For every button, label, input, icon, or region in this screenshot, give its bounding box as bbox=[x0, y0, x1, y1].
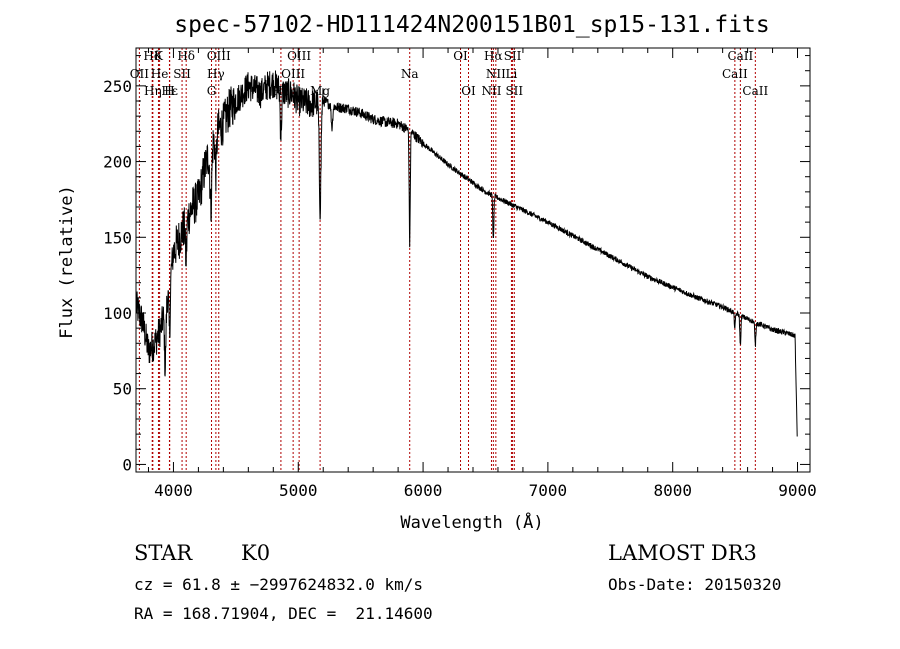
line-marker-label: Hα bbox=[484, 49, 503, 63]
line-marker-label: CaII bbox=[722, 67, 748, 81]
line-marker-label: H bbox=[164, 84, 174, 98]
x-tick-label: 6000 bbox=[404, 481, 443, 500]
spectrum-line bbox=[135, 70, 798, 437]
line-marker-label: CaII bbox=[742, 84, 768, 98]
y-axis-ticks: 0 50 100 150 200 250 bbox=[103, 55, 810, 474]
line-marker-label: OII bbox=[130, 67, 150, 81]
line-marker-label: Mg bbox=[310, 84, 330, 98]
line-marker-label: Hε bbox=[161, 84, 178, 98]
chart-title: spec-57102-HD111424N200151B01_sp15-131.f… bbox=[174, 12, 769, 38]
x-tick-label: 4000 bbox=[154, 481, 193, 500]
line-marker-label: Hγ bbox=[207, 67, 225, 81]
line-marker-label: SII bbox=[504, 49, 522, 63]
y-tick-label: 250 bbox=[103, 77, 132, 96]
survey-name: LAMOST DR3 bbox=[608, 541, 757, 565]
line-marker-label: Na bbox=[401, 67, 419, 81]
x-tick-label: 7000 bbox=[529, 481, 568, 500]
x-tick-label: 8000 bbox=[653, 481, 692, 500]
x-tick-label: 5000 bbox=[279, 481, 318, 500]
line-marker-label: NII bbox=[481, 84, 501, 98]
line-marker-label: K bbox=[154, 49, 164, 63]
line-marker-label: Hδ bbox=[143, 49, 161, 63]
line-marker-label: CaII bbox=[727, 49, 753, 63]
y-tick-label: 50 bbox=[113, 380, 132, 399]
object-class: STAR bbox=[134, 541, 193, 565]
line-marker-label: G bbox=[207, 84, 217, 98]
line-marker-label: He bbox=[151, 67, 169, 81]
line-marker-label: SII bbox=[505, 84, 523, 98]
line-marker-label: OI bbox=[453, 49, 468, 63]
redshift-readout: cz = 61.8 ± −2997624832.0 km/s bbox=[134, 575, 423, 594]
line-marker-label: OIII bbox=[287, 49, 311, 63]
y-tick-label: 200 bbox=[103, 153, 132, 172]
line-marker-label: OI bbox=[461, 84, 476, 98]
x-tick-label: 9000 bbox=[778, 481, 817, 500]
x-axis-ticks: 4000 5000 6000 7000 8000 9000 bbox=[147, 48, 817, 500]
coordinates: RA = 168.71904, DEC = 21.14600 bbox=[134, 604, 433, 623]
line-marker-label: Hη bbox=[144, 84, 162, 98]
y-axis-label: Flux (relative) bbox=[57, 185, 77, 339]
object-subclass: K0 bbox=[241, 541, 270, 565]
y-tick-label: 0 bbox=[122, 455, 132, 474]
line-marker-label: Hδ bbox=[177, 49, 195, 63]
x-axis-label: Wavelength (Å) bbox=[400, 511, 543, 533]
line-marker-label: OIII bbox=[281, 67, 305, 81]
y-tick-label: 100 bbox=[103, 304, 132, 323]
line-marker-label: SII bbox=[173, 67, 191, 81]
line-marker-label: Li bbox=[506, 67, 518, 81]
y-tick-label: 150 bbox=[103, 228, 132, 247]
line-marker-label: NII bbox=[486, 67, 506, 81]
line-marker-label: OIII bbox=[207, 49, 231, 63]
line-marker-group bbox=[138, 48, 756, 472]
obs-date: Obs-Date: 20150320 bbox=[608, 575, 781, 594]
